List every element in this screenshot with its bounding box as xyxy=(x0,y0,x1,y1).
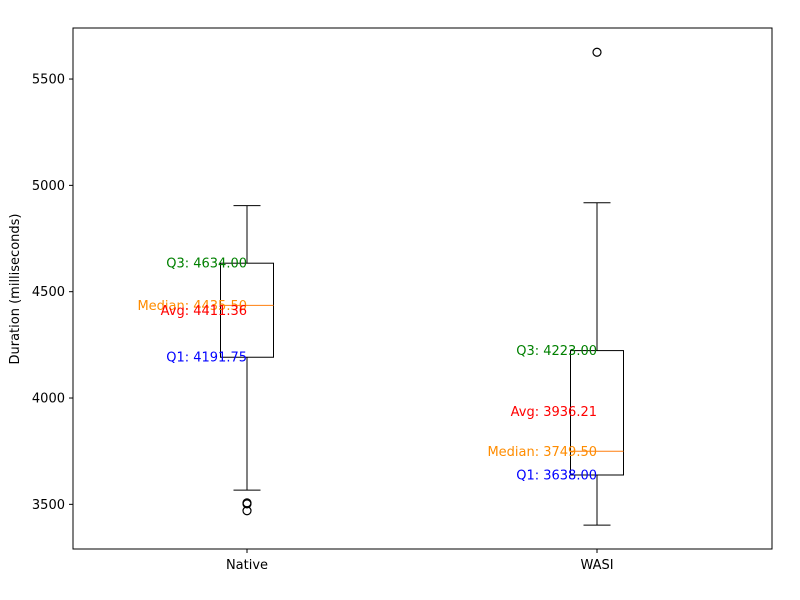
annotation-q1: Q1: 4191.75 xyxy=(166,351,247,366)
annotation-q3: Q3: 4634.00 xyxy=(166,257,247,272)
iqr-box xyxy=(220,262,274,358)
plot-frame xyxy=(72,27,773,550)
annotation-average: Avg: 3936.21 xyxy=(511,405,597,420)
y-tick-label: 4000 xyxy=(32,392,65,407)
outlier-point xyxy=(592,47,602,57)
annotation-median: Median: 3749.50 xyxy=(487,445,597,460)
iqr-box xyxy=(570,350,624,476)
y-tick-label: 5500 xyxy=(32,73,65,88)
y-tick-label: 4500 xyxy=(32,285,65,300)
annotation-q1: Q1: 3638.00 xyxy=(516,468,597,483)
annotation-average: Avg: 4411.36 xyxy=(161,304,247,319)
outlier-point xyxy=(242,499,252,509)
outlier-point xyxy=(242,506,252,516)
annotation-q3: Q3: 4223.00 xyxy=(516,344,597,359)
annotation-median: Median: 4435.50 xyxy=(137,299,247,314)
plot-area: 3500 4000 4500 5000 5500 Native WASI Q3: 4634.0… xyxy=(32,27,773,573)
x-tick-label-wasi: WASI xyxy=(580,558,613,573)
y-axis-label: Duration (milliseconds) xyxy=(8,214,23,365)
y-tick-label: 3500 xyxy=(32,498,65,513)
y-tick-label: 5000 xyxy=(32,179,65,194)
x-tick-label-native: Native xyxy=(226,558,268,573)
